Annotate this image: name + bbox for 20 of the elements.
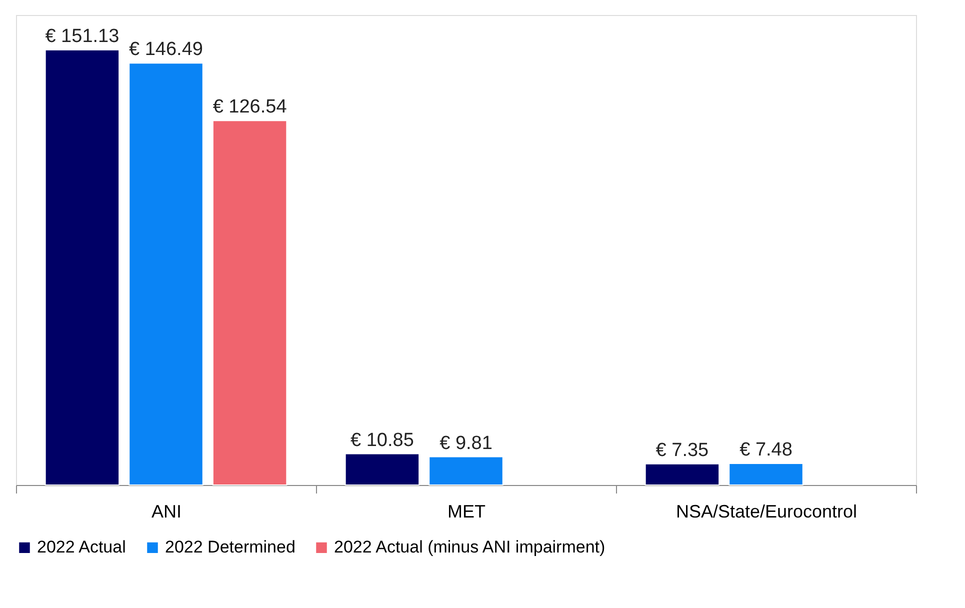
data-label: € 10.85 <box>350 430 414 451</box>
legend-label: 2022 Determined <box>165 538 296 557</box>
x-tick-label: NSA/State/Eurocontrol <box>676 502 858 522</box>
legend-label: 2022 Actual (minus ANI impairment) <box>334 538 606 557</box>
x-tick-label: ANI <box>151 502 182 522</box>
data-label: € 126.54 <box>212 96 288 118</box>
data-label: € 146.49 <box>129 39 203 60</box>
bar <box>428 456 504 486</box>
data-label: € 151.13 <box>45 26 120 47</box>
data-label: € 9.81 <box>440 432 492 454</box>
bar <box>212 120 288 486</box>
bar <box>44 49 120 486</box>
bar <box>644 463 720 486</box>
bar <box>344 453 420 486</box>
bar <box>728 462 804 486</box>
data-label: € 7.48 <box>740 439 792 460</box>
x-tick-label: MET <box>448 502 486 522</box>
legend-label: 2022 Actual <box>37 538 126 557</box>
data-label: € 7.35 <box>656 440 709 461</box>
bar <box>128 62 204 486</box>
